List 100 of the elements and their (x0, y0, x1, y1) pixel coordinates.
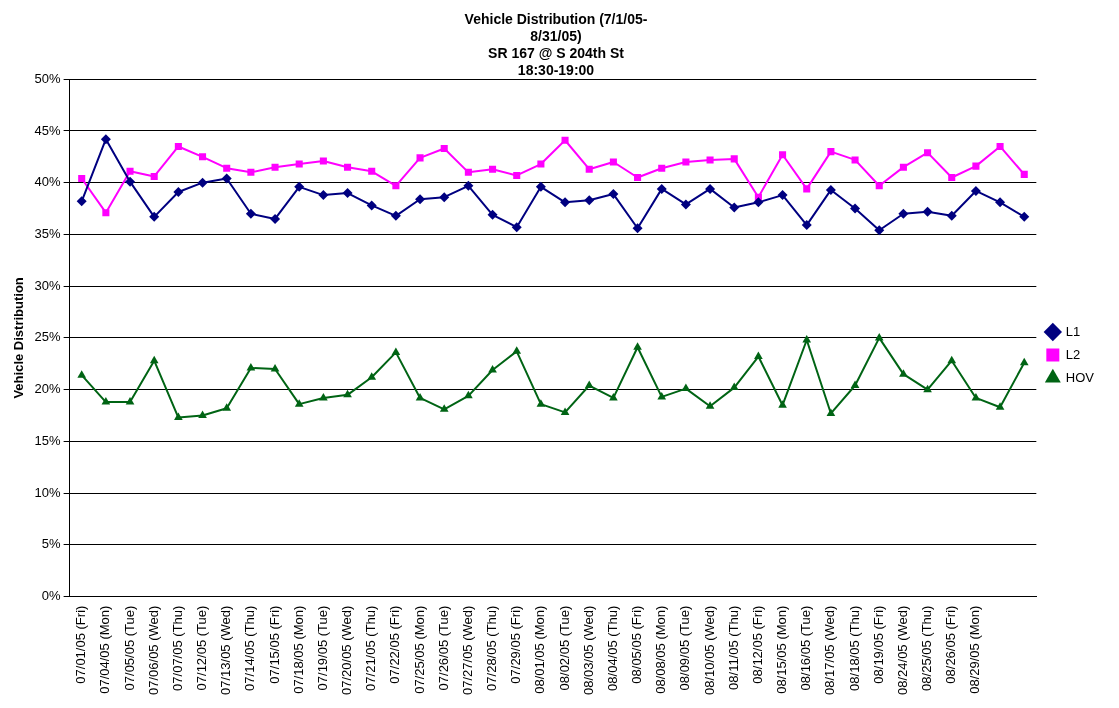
point (512, 346, 522, 354)
point (537, 160, 545, 168)
y-tick-label: 10% (34, 484, 62, 500)
point (850, 203, 861, 214)
y-tick-label: 0% (41, 588, 62, 604)
point (246, 362, 256, 371)
x-tick-label: 08/15/05 (Mon) (774, 605, 790, 694)
point (536, 399, 546, 407)
point (294, 181, 305, 192)
point (344, 163, 352, 171)
legend-label: HOV (1065, 369, 1095, 385)
point (125, 397, 135, 405)
point (77, 370, 87, 378)
y-tick-label: 40% (34, 174, 62, 190)
point (850, 380, 860, 389)
x-tick-label: 08/18/05 (Thu) (846, 605, 862, 691)
x-tick-label: 07/27/05 (Wed) (459, 605, 475, 696)
point (319, 392, 328, 401)
x-tick-label: 07/26/05 (Tue) (435, 605, 451, 691)
x-tick-label: 08/25/05 (Thu) (919, 605, 935, 691)
point (561, 136, 569, 144)
point (174, 412, 183, 421)
point (125, 176, 136, 187)
point (874, 332, 884, 341)
point (487, 209, 498, 220)
point (996, 142, 1004, 150)
x-tick-label: 07/29/05 (Fri) (508, 605, 524, 684)
point (78, 175, 86, 183)
point (946, 210, 957, 221)
point (511, 222, 522, 233)
x-tick-label: 08/26/05 (Fri) (943, 605, 959, 684)
point (875, 182, 883, 190)
point (948, 173, 956, 182)
point (730, 155, 738, 163)
point (149, 211, 160, 222)
point (608, 189, 619, 200)
point (609, 158, 617, 166)
y-tick-label: 20% (34, 381, 62, 397)
chart-title: Vehicle Distribution (7/1/05- 8/31/05) SR 167 @ S 204th St 18:30-19:00 (464, 11, 648, 78)
point (656, 183, 667, 194)
x-tick-label: 07/14/05 (Thu) (242, 605, 258, 691)
point (753, 197, 764, 208)
point (464, 390, 473, 399)
point (223, 164, 231, 172)
point (971, 392, 981, 401)
x-tick-label: 07/13/05 (Wed) (218, 605, 234, 696)
point (634, 173, 642, 182)
point (416, 154, 424, 162)
y-axis-title: Vehicle Distribution (11, 277, 27, 399)
x-tick-label: 08/05/05 (Fri) (629, 605, 645, 684)
x-tick-label: 08/11/05 (Thu) (725, 605, 741, 690)
point (657, 391, 667, 400)
point (898, 208, 909, 219)
point (198, 410, 207, 419)
x-tick-label: 07/20/05 (Wed) (339, 605, 355, 696)
point (295, 160, 303, 168)
x-tick-label: 08/01/05 (Mon) (532, 605, 548, 694)
point (827, 148, 835, 156)
point (826, 408, 836, 416)
y-tick-label: 45% (34, 122, 62, 138)
point (560, 407, 570, 415)
point (415, 194, 426, 205)
point (535, 181, 546, 192)
x-tick-label: 08/24/05 (Wed) (894, 605, 910, 696)
x-tick-label: 08/16/05 (Tue) (798, 605, 814, 691)
point (150, 172, 158, 181)
point (801, 220, 812, 231)
point (270, 363, 280, 372)
point (1020, 170, 1028, 178)
point (101, 397, 111, 405)
point (100, 134, 111, 145)
x-tick-label: 07/19/05 (Tue) (314, 605, 330, 691)
point (319, 157, 327, 165)
point (899, 163, 907, 171)
point (366, 200, 377, 211)
point (778, 400, 787, 408)
point (102, 209, 110, 217)
x-tick-label: 08/29/05 (Mon) (967, 605, 983, 694)
point (995, 197, 1006, 208)
legend-label: L1 (1065, 323, 1081, 339)
point (680, 199, 691, 210)
point (584, 195, 595, 206)
point (947, 355, 957, 364)
y-tick-label: 35% (34, 226, 62, 242)
x-tick-label: 07/01/05 (Fri) (73, 605, 89, 684)
point (729, 202, 740, 213)
point (899, 369, 908, 377)
point (729, 382, 739, 391)
x-tick-label: 08/03/05 (Wed) (580, 605, 596, 696)
point (995, 402, 1005, 410)
point (294, 399, 304, 407)
x-tick-label: 08/02/05 (Tue) (556, 605, 572, 691)
point (972, 162, 980, 170)
point (706, 156, 714, 164)
point (343, 389, 352, 398)
y-tick-label: 15% (34, 432, 62, 448)
point (874, 225, 885, 236)
point (463, 180, 474, 191)
point (1019, 211, 1030, 222)
point (174, 142, 182, 150)
